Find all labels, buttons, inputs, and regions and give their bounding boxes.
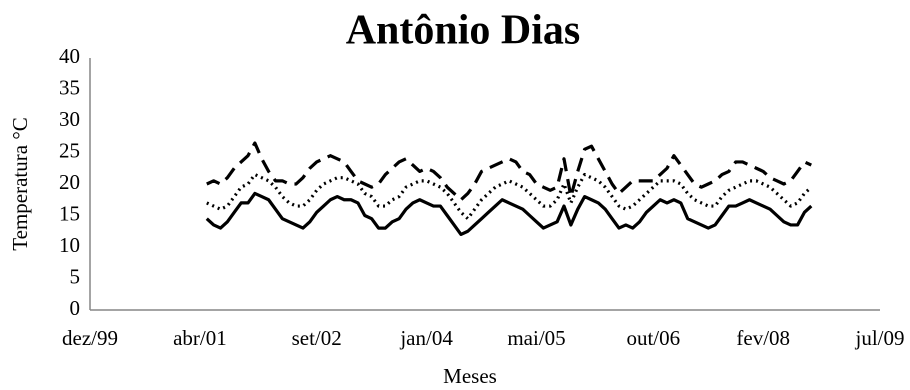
series-line [206, 141, 812, 202]
x-tick-label: set/02 [292, 326, 342, 350]
x-tick-label: dez/99 [62, 326, 118, 350]
x-tick-label: abr/01 [173, 326, 227, 350]
y-tick-label: 20 [59, 170, 80, 194]
y-tick-label: 0 [70, 296, 81, 320]
y-tick-label: 40 [59, 44, 80, 68]
x-tick-label: out/06 [626, 326, 680, 350]
chart-title: Antônio Dias [346, 8, 581, 54]
y-tick-label: 5 [70, 264, 81, 288]
y-axis-title: Temperatura °C [8, 117, 32, 250]
x-tick-label: fev/08 [736, 326, 790, 350]
x-tick-label: jul/09 [854, 326, 904, 350]
y-tick-label: 15 [59, 201, 80, 225]
series-line [205, 191, 813, 236]
x-axis-title: Meses [443, 364, 497, 388]
y-tick-label: 10 [59, 233, 80, 257]
y-tick-label: 35 [59, 75, 80, 99]
y-tick-label: 30 [59, 107, 80, 131]
x-tick-label: jan/04 [399, 326, 453, 350]
y-tick-label: 25 [59, 138, 80, 162]
x-tick-label: mai/05 [507, 326, 565, 350]
